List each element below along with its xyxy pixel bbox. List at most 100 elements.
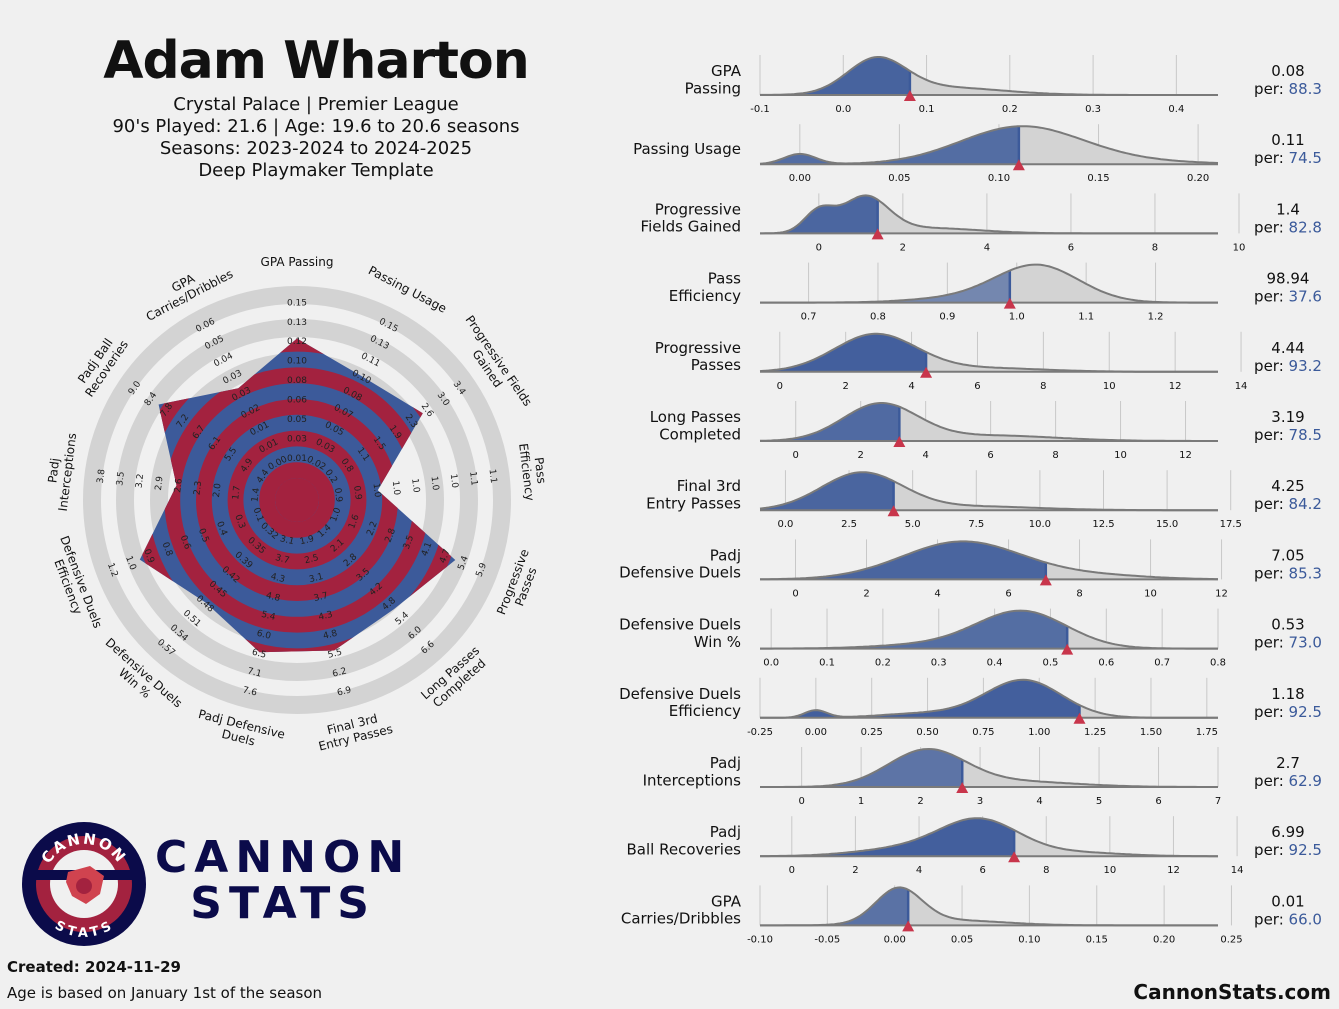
tick-label: 4 [1036, 796, 1042, 807]
density-percentile-fill [760, 541, 1046, 580]
tick-label: 2 [917, 796, 923, 807]
density-percentile-fill [760, 887, 909, 926]
metric-percentile: per: 73.0 [1254, 634, 1322, 652]
site-link[interactable]: CannonStats.com [1133, 980, 1331, 1004]
player-marker [1003, 297, 1016, 309]
metric-percentile: per: 93.2 [1254, 357, 1322, 375]
metric-label: Padj Defensive Duels [619, 546, 741, 581]
distribution-row: -0.25 0.00 0.25 0.50 0.75 1.00 1.25 1.50 1.75 Def… [619, 677, 1322, 738]
radar-chart: 0.01 0.03 0.05 0.06 0.08 0.10 0.12 0.13 0.15 GPA … [45, 255, 551, 755]
density-percentile-fill [760, 472, 894, 511]
tick-label: 0.5 [1042, 658, 1058, 669]
player-marker [1012, 159, 1025, 171]
tick-label: 4 [916, 865, 922, 876]
cannon-stats-logo: CANNON STATS [22, 822, 146, 946]
radar-tick-label: 1.4 [250, 487, 262, 503]
metric-percentile: per: 37.6 [1254, 288, 1322, 306]
player-marker [1073, 712, 1086, 724]
tick-label: 0.6 [1098, 658, 1114, 669]
tick-label: 6 [987, 450, 993, 461]
radar-tick-label: 0.9 [351, 485, 363, 501]
tick-label: -0.05 [814, 934, 840, 945]
tick-label: 0.10 [988, 173, 1010, 184]
radar-tick-label: 1.9 [299, 534, 316, 547]
radar-tick-label: 3.7 [313, 591, 329, 604]
radar-tick-label: 1.0 [123, 555, 138, 572]
radar-gray-ring-1 [116, 319, 478, 681]
tick-label: 10.0 [1029, 519, 1051, 530]
radar-tick-label: 0.15 [287, 298, 307, 308]
tick-label: 0.7 [1154, 658, 1170, 669]
radar-tick-label: 6.5 [251, 648, 267, 661]
player-marker [887, 505, 900, 517]
metric-percentile: per: 92.5 [1254, 703, 1322, 721]
tick-label: 2 [842, 381, 848, 392]
radar-tick-label: 5.9 [475, 561, 490, 578]
tick-label: 0 [798, 796, 804, 807]
metric-label: Defensive Duels Win % [619, 616, 741, 651]
metric-value: 0.08 [1271, 62, 1304, 80]
density-outline [759, 540, 1218, 581]
density-percentile-fill [760, 195, 878, 234]
tick-label: 0.4 [987, 658, 1003, 669]
tick-label: -0.25 [747, 727, 773, 738]
radar-tick-label: 1.0 [428, 476, 440, 492]
density-percentile-fill [760, 57, 910, 95]
radar-tick-label: 4.8 [322, 629, 339, 642]
metric-percentile: per: 84.2 [1254, 495, 1322, 513]
radar-axis-label: Padj DefensiveDuels [194, 707, 287, 755]
radar-tick-label: 0.12 [287, 337, 307, 347]
radar-axis-label: GPA Passing [261, 255, 334, 269]
tick-label: 0.15 [1087, 173, 1109, 184]
density-outline [759, 125, 1219, 165]
density-outline [760, 886, 1218, 927]
radar-tick-label: 4.7 [438, 548, 452, 565]
tick-label: 8 [1052, 450, 1058, 461]
radar-tick-label: 3.8 [96, 468, 108, 484]
radar-tick-label: 1.7 [231, 485, 243, 500]
seasons: Seasons: 2023-2024 to 2024-2025 [159, 138, 473, 159]
radar-tick-label: 2.5 [304, 553, 320, 566]
age-note: Age is based on January 1st of the seaso… [7, 984, 323, 1002]
radar-tick-label: 0.4 [214, 520, 229, 537]
radar-center [275, 478, 319, 522]
tick-label: 0.20 [1153, 934, 1175, 945]
tick-label: 0.05 [888, 173, 910, 184]
tick-label: 12 [1169, 381, 1182, 392]
metric-value: 7.05 [1271, 546, 1304, 564]
tick-label: 0.2 [1002, 104, 1018, 115]
radar-red-band-0 [259, 462, 335, 538]
tick-label: 14 [1231, 865, 1244, 876]
tick-label: -0.10 [747, 934, 773, 945]
player-name: Adam Wharton [103, 31, 530, 91]
tick-label: 4 [908, 381, 914, 392]
radar-tick-label: 2.2 [365, 520, 379, 537]
radar-tick-label: 4.3 [318, 610, 334, 623]
radar-tick-label: 1.1 [467, 471, 479, 486]
player-marker [903, 90, 916, 101]
radar-tick-label: 2.6 [173, 478, 185, 494]
density-percentile-fill [760, 749, 963, 787]
radar-tick-label: 4.1 [420, 541, 434, 558]
tick-label: 0.10 [1018, 934, 1040, 945]
radar-gray-ring-0 [83, 286, 511, 714]
radar-tick-label: 1.0 [409, 478, 421, 494]
radar-tick-label: 6.2 [331, 667, 347, 680]
metric-value: 6.99 [1271, 823, 1304, 841]
radar-axis-label: PassEfficiency [516, 441, 551, 502]
radar-tick-label: 0.5 [196, 527, 210, 544]
radar-tick-label: 0.10 [287, 357, 307, 367]
radar-tick-label: 2.8 [384, 527, 399, 544]
tick-label: 10 [1103, 865, 1116, 876]
tick-label: 1.2 [1148, 312, 1164, 323]
created-date: Created: 2024-11-29 [7, 958, 181, 976]
radar-tick-label: 0.05 [287, 415, 307, 425]
tick-label: 1 [858, 796, 864, 807]
density-percentile-fill [760, 610, 1068, 649]
radar-tick-label: 4.3 [270, 572, 286, 585]
metric-label: Padj Interceptions [643, 754, 742, 789]
tick-label: 12 [1179, 450, 1192, 461]
tick-label: 0.3 [931, 658, 947, 669]
